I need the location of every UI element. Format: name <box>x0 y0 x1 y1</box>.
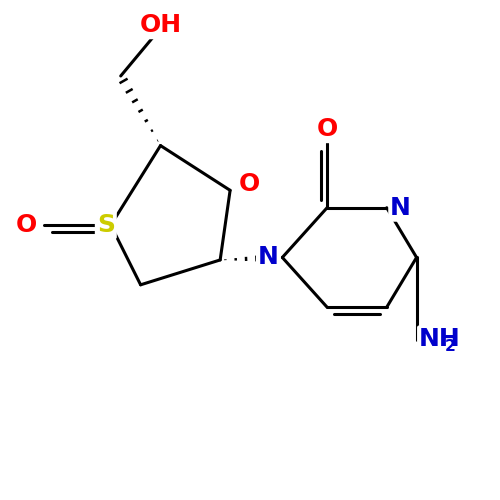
Text: N: N <box>258 246 279 270</box>
Text: OH: OH <box>140 14 181 38</box>
Text: N: N <box>390 196 411 220</box>
Text: NH: NH <box>419 328 461 351</box>
Text: S: S <box>97 213 115 237</box>
Text: O: O <box>316 117 338 141</box>
Text: O: O <box>238 172 260 197</box>
Text: O: O <box>16 213 37 237</box>
Text: 2: 2 <box>445 340 456 354</box>
